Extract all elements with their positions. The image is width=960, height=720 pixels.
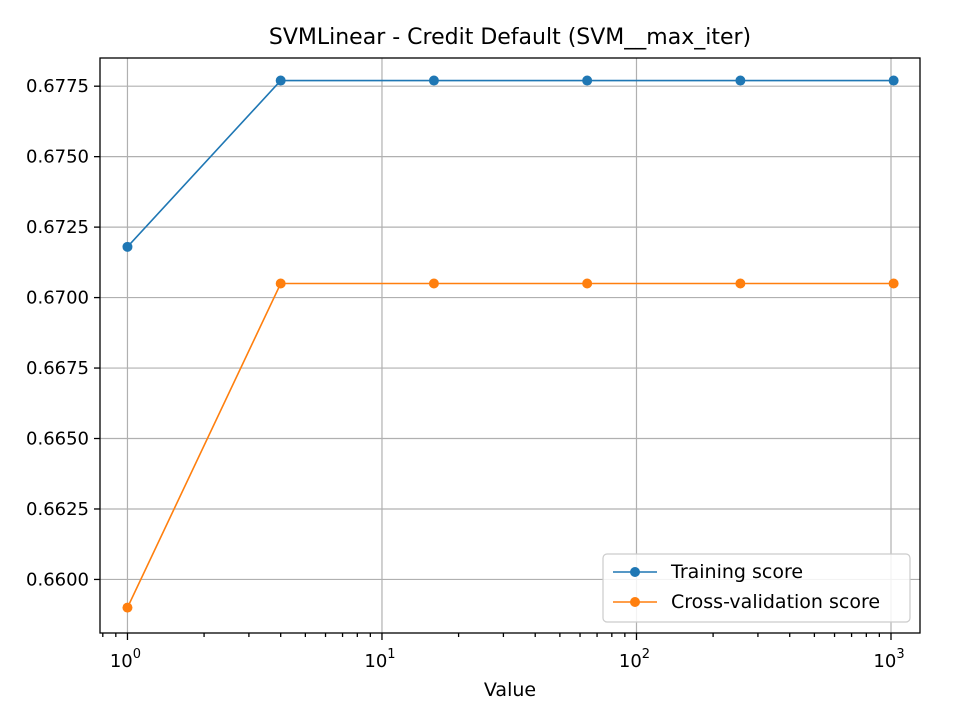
series-line-training: [126, 79, 894, 248]
x-tick-base: 10: [110, 651, 133, 672]
x-tick-exponent: 1: [387, 647, 395, 662]
data-point-training: [582, 75, 593, 86]
x-tick-base: 10: [873, 651, 896, 672]
legend-swatch-marker: [630, 567, 640, 577]
data-point-cross-validation: [428, 278, 439, 289]
data-point-cross-validation: [888, 278, 899, 289]
y-tick-label: 0.6600: [26, 569, 89, 590]
x-axis-label: Value: [484, 679, 536, 701]
y-tick-label: 0.6725: [26, 217, 89, 238]
legend-label: Training score: [670, 561, 803, 583]
plot-frame: [99, 57, 921, 634]
x-tick-base: 10: [364, 651, 387, 672]
x-tick-exponent: 3: [896, 647, 904, 662]
legend-box: [602, 553, 911, 623]
y-tick-label: 0.6650: [26, 429, 89, 450]
y-tick-label: 0.6625: [26, 499, 89, 520]
x-tick-label: 100: [110, 647, 141, 672]
legend-label: Cross-validation score: [671, 591, 880, 613]
x-tick-label: 103: [873, 647, 904, 672]
chart-title: SVMLinear - Credit Default (SVM__max_ite…: [269, 25, 751, 50]
data-point-training: [275, 75, 286, 86]
x-tick-label: 101: [364, 647, 395, 672]
data-point-cross-validation: [275, 278, 286, 289]
x-tick-exponent: 2: [642, 647, 650, 662]
series-line-cross-validation: [126, 282, 894, 608]
data-point-cross-validation: [735, 278, 746, 289]
grid-lines: [100, 58, 920, 633]
legend: Training score Cross-validation score: [602, 553, 911, 623]
data-point-training: [122, 241, 133, 252]
series-layer: [122, 75, 899, 613]
axes: 0.6600 0.6625 0.6650 0.6675 0.6700 0.6725 0.67…: [26, 57, 921, 672]
x-tick-label: 102: [619, 647, 650, 672]
y-tick-label: 0.6700: [26, 288, 89, 309]
y-tick-label: 0.6675: [26, 358, 89, 379]
x-tick-exponent: 0: [133, 647, 141, 662]
y-tick-label: 0.6750: [26, 147, 89, 168]
data-point-training: [735, 75, 746, 86]
data-point-cross-validation: [582, 278, 593, 289]
y-tick-label: 0.6775: [26, 76, 89, 97]
data-point-training: [888, 75, 899, 86]
data-point-training: [428, 75, 439, 86]
legend-swatch-marker: [630, 597, 640, 607]
x-tick-base: 10: [619, 651, 642, 672]
data-point-cross-validation: [122, 602, 133, 613]
